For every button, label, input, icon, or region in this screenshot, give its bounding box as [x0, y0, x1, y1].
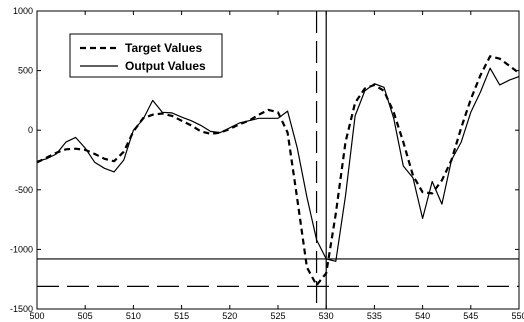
x-tick-label: 515 — [174, 311, 189, 321]
series-line-target — [36, 55, 520, 287]
x-tick-label: 550 — [511, 311, 524, 321]
legend-label-output: Output Values — [125, 59, 206, 73]
reference-lines — [37, 11, 519, 309]
legend: Target Values Output Values — [69, 33, 223, 78]
axis-ticks — [36, 10, 520, 310]
x-tick-label: 500 — [29, 311, 44, 321]
plot-lines — [36, 55, 520, 287]
y-tick-label: 500 — [18, 66, 33, 76]
x-tick-label: 505 — [78, 311, 93, 321]
y-tick-label: 1000 — [13, 6, 33, 16]
x-tick-label: 520 — [222, 311, 237, 321]
legend-box — [69, 33, 223, 78]
y-tick-label: 0 — [28, 125, 33, 135]
y-tick-label: -1000 — [10, 244, 33, 254]
x-tick-label: 510 — [126, 311, 141, 321]
x-tick-label: 530 — [319, 311, 334, 321]
axis-tick-labels: 500 505 510 515 520 525 530 535 540 545 550 -1500 -1… — [10, 6, 524, 321]
x-tick-label: 540 — [415, 311, 430, 321]
y-tick-label: -500 — [15, 185, 33, 195]
y-tick-label: -1500 — [10, 304, 33, 314]
x-tick-label: 525 — [270, 311, 285, 321]
x-tick-label: 535 — [367, 311, 382, 321]
legend-label-target: Target Values — [125, 41, 202, 55]
series-line-output — [36, 67, 520, 262]
x-tick-label: 545 — [463, 311, 478, 321]
